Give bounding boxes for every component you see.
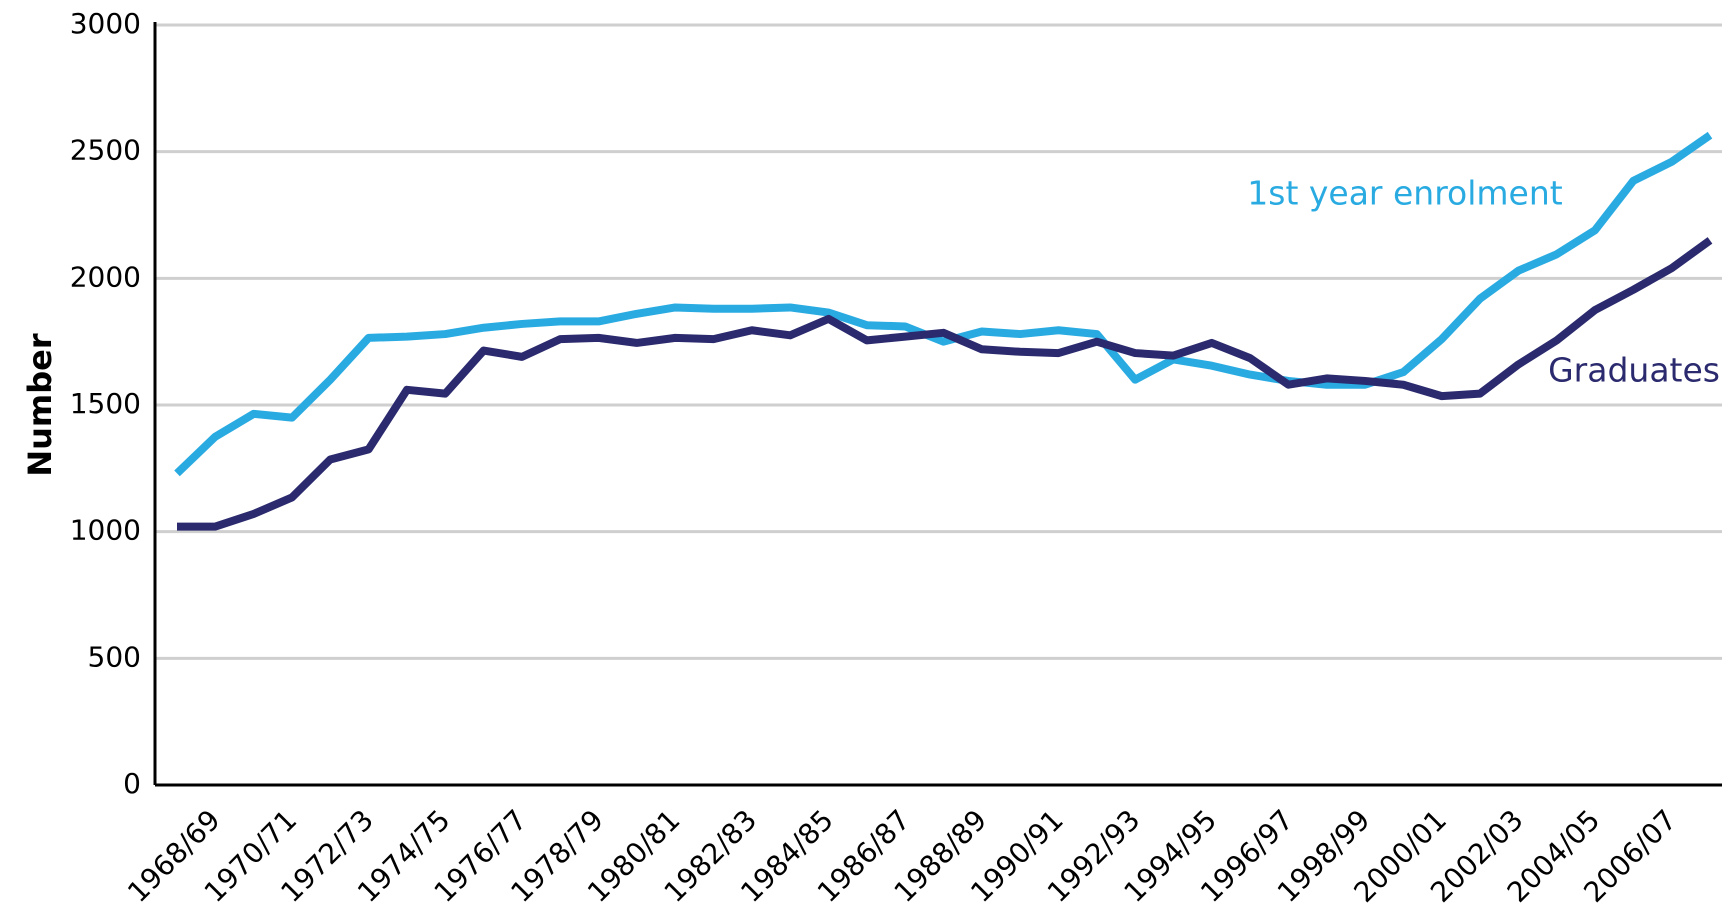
series-label: Graduates — [1548, 351, 1720, 390]
y-tick-label: 1500 — [70, 387, 141, 420]
y-tick-label: 3000 — [70, 7, 141, 40]
series-label: 1st year enrolment — [1247, 174, 1563, 213]
series-line — [174, 131, 1713, 477]
y-tick-label: 1000 — [70, 514, 141, 547]
series-line — [177, 237, 1713, 531]
y-axis-label: Number — [21, 333, 59, 477]
y-tick-label: 2500 — [70, 134, 141, 167]
y-tick-label: 2000 — [70, 260, 141, 293]
y-tick-label: 500 — [88, 640, 141, 673]
y-tick-label: 0 — [123, 767, 141, 800]
